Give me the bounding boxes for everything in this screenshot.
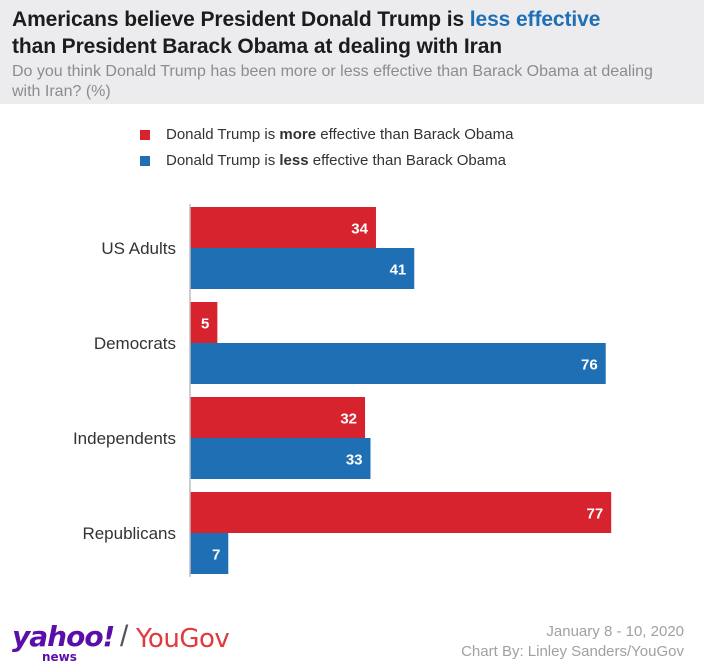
bar-republicans-more bbox=[190, 492, 612, 533]
legend-item-less: Donald Trump is less effective than Bara… bbox=[140, 148, 513, 174]
category-label-democrats: Democrats bbox=[94, 334, 176, 353]
yougov-logo-text: YouGov bbox=[136, 624, 230, 654]
chart-subtitle: Do you think Donald Trump has been more … bbox=[12, 63, 653, 100]
legend-label-less: Donald Trump is less effective than Bara… bbox=[166, 152, 506, 169]
legend: Donald Trump is more effective than Bara… bbox=[140, 122, 513, 174]
category-label-us-adults: US Adults bbox=[101, 239, 176, 258]
data-label-independents-more: 32 bbox=[340, 411, 357, 428]
bar-us-adults-less bbox=[190, 248, 415, 289]
bar-democrats-less bbox=[190, 343, 606, 384]
category-label-republicans: Republicans bbox=[82, 524, 176, 543]
legend-label-more: Donald Trump is more effective than Bara… bbox=[166, 126, 514, 143]
survey-date: January 8 - 10, 2020 bbox=[546, 623, 684, 640]
data-label-us-adults-more: 34 bbox=[351, 221, 368, 238]
bar-democrats-more bbox=[190, 302, 218, 343]
data-label-republicans-more: 77 bbox=[587, 506, 604, 523]
data-label-independents-less: 33 bbox=[346, 452, 363, 469]
logo-slash: / bbox=[120, 620, 129, 653]
header-band: Americans believe President Donald Trump… bbox=[0, 0, 704, 104]
bar-republicans-less bbox=[190, 533, 229, 574]
title-highlight: less effective bbox=[469, 8, 601, 31]
bar-independents-more bbox=[190, 397, 366, 438]
news-logo-text: news bbox=[42, 650, 77, 664]
data-label-republicans-less: 7 bbox=[212, 547, 220, 564]
data-label-democrats-less: 76 bbox=[581, 357, 598, 374]
title-part2: than President Barack Obama at dealing w… bbox=[12, 35, 503, 58]
title-part1: Americans believe President Donald Trump… bbox=[12, 8, 470, 31]
bar-independents-less bbox=[190, 438, 371, 479]
legend-swatch-less bbox=[140, 156, 150, 166]
data-label-us-adults-less: 41 bbox=[390, 262, 407, 279]
bar-chart: US Adults 34 41 Democrats 5 76 Independents 32 3… bbox=[73, 204, 612, 577]
chart-credit: Chart By: Linley Sanders/YouGov bbox=[461, 643, 684, 660]
yahoo-logo-text: yahoo! bbox=[12, 620, 115, 653]
category-label-independents: Independents bbox=[73, 429, 176, 448]
chart-title: Americans believe President Donald Trump… bbox=[12, 6, 702, 60]
bar-us-adults-more bbox=[190, 207, 376, 248]
legend-swatch-more bbox=[140, 130, 150, 140]
data-label-democrats-more: 5 bbox=[201, 316, 209, 333]
footer-credits: January 8 - 10, 2020 Chart By: Linley Sa… bbox=[461, 622, 684, 662]
legend-item-more: Donald Trump is more effective than Bara… bbox=[140, 122, 513, 148]
